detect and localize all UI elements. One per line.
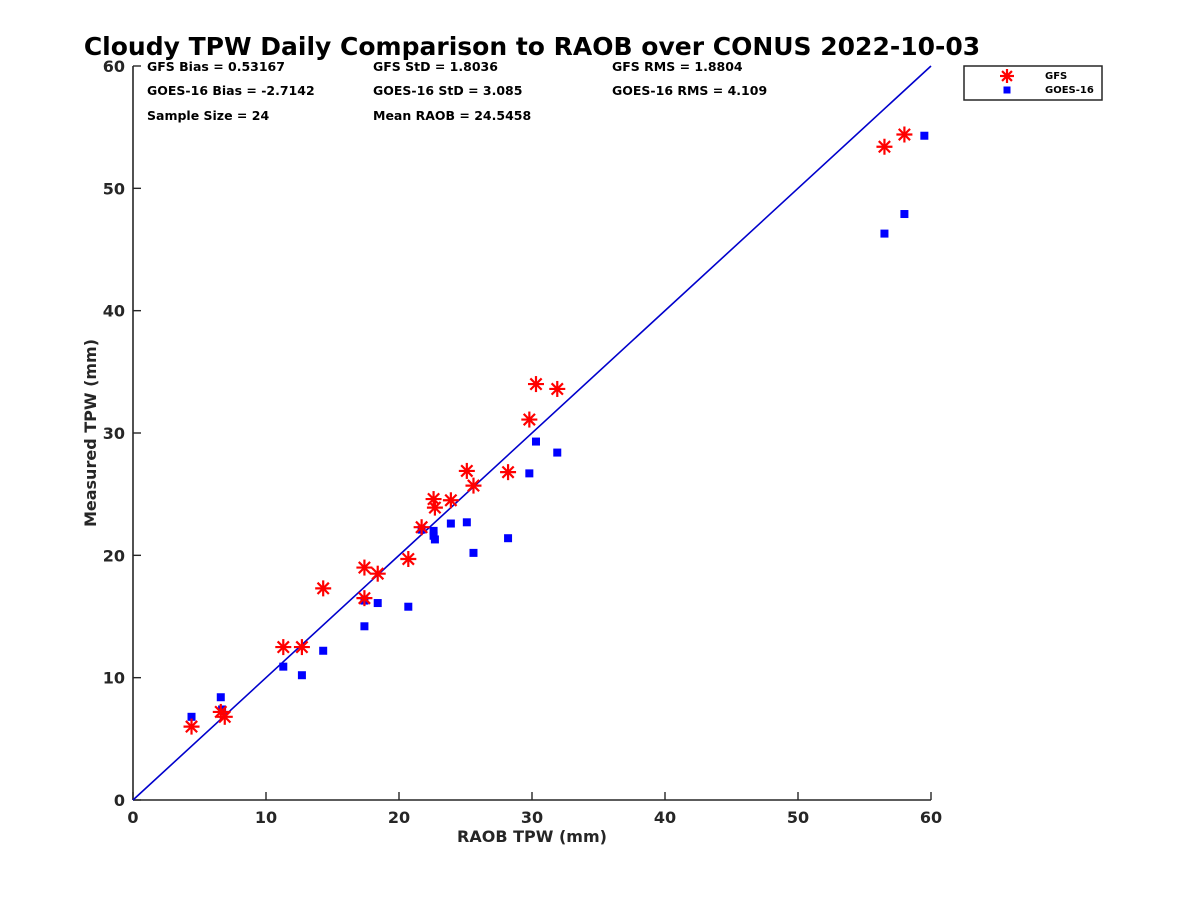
- gfs-point: [216, 708, 233, 725]
- x-tick-label: 10: [255, 808, 277, 827]
- axes: 0 10 20 30 40 50 60 0 10 20 30 40 50 60: [103, 57, 942, 827]
- gfs-point: [400, 551, 417, 568]
- one-to-one-line: [132, 65, 932, 801]
- y-tick-label: 10: [103, 669, 125, 688]
- goes16-point: [504, 534, 513, 543]
- gfs-point: [356, 590, 373, 607]
- stat-gfs-rms: GFS RMS = 1.8804: [612, 59, 743, 74]
- stat-gfs-std: GFS StD = 1.8036: [373, 59, 498, 74]
- gfs-point: [183, 718, 200, 735]
- stat-gfs-bias: GFS Bias = 0.53167: [147, 59, 285, 74]
- y-tick-label: 0: [114, 791, 125, 810]
- goes16-point: [360, 622, 369, 631]
- goes16-point: [553, 448, 562, 457]
- gfs-point: [356, 559, 373, 576]
- goes16-point: [469, 548, 478, 557]
- y-tick-label: 50: [103, 179, 125, 198]
- goes16-point: [920, 131, 929, 140]
- goes16-point: [216, 693, 225, 702]
- goes16-point: [279, 662, 288, 671]
- goes16-point: [319, 646, 328, 655]
- goes16-point: [900, 210, 909, 219]
- x-axis-label: RAOB TPW (mm): [457, 827, 607, 846]
- goes16-point: [525, 469, 534, 478]
- goes16-point: [880, 229, 889, 238]
- goes16-point: [462, 518, 471, 527]
- gfs-point: [527, 376, 544, 393]
- y-tick-label: 40: [103, 302, 125, 321]
- gfs-point: [876, 138, 893, 155]
- goes16-point: [297, 671, 306, 680]
- goes16-point: [404, 602, 413, 611]
- x-tick-label: 50: [787, 808, 809, 827]
- goes16-point: [373, 599, 382, 608]
- goes16-point: [531, 437, 540, 446]
- gfs-point: [369, 565, 386, 582]
- legend-goes-marker: [1003, 86, 1011, 94]
- gfs-point: [521, 411, 538, 428]
- gfs-point: [500, 464, 517, 481]
- stat-sample-size: Sample Size = 24: [147, 108, 269, 123]
- chart-title: Cloudy TPW Daily Comparison to RAOB over…: [84, 32, 980, 61]
- stat-goes-rms: GOES-16 RMS = 4.109: [612, 83, 767, 98]
- goes16-point: [430, 535, 439, 544]
- x-tick-label: 30: [521, 808, 543, 827]
- y-axis-label: Measured TPW (mm): [81, 339, 100, 527]
- legend-gfs-marker: [1000, 69, 1014, 83]
- legend-gfs-asterisk: [1000, 69, 1014, 83]
- stat-goes-std: GOES-16 StD = 3.085: [373, 83, 522, 98]
- goes16-point: [429, 526, 438, 535]
- gfs-point: [413, 519, 430, 536]
- x-tick-label: 0: [127, 808, 138, 827]
- gfs-point: [293, 639, 310, 656]
- goes16-point: [187, 712, 196, 721]
- data-points: [183, 126, 929, 735]
- y-tick-label: 20: [103, 546, 125, 565]
- stat-goes-bias: GOES-16 Bias = -2.7142: [147, 83, 315, 98]
- legend-goes-label: GOES-16: [1045, 85, 1094, 96]
- gfs-point: [458, 462, 475, 479]
- one-to-one-line-group: [132, 65, 932, 801]
- gfs-point: [442, 492, 459, 509]
- x-tick-label: 40: [654, 808, 676, 827]
- x-tick-label: 60: [920, 808, 942, 827]
- stat-mean-raob: Mean RAOB = 24.5458: [373, 108, 531, 123]
- gfs-point: [549, 380, 566, 397]
- gfs-point: [426, 499, 443, 516]
- goes16-point: [446, 519, 455, 528]
- legend: GFS GOES-16: [963, 65, 1103, 101]
- y-tick-label: 30: [103, 424, 125, 443]
- gfs-point: [275, 639, 292, 656]
- legend-box: [963, 65, 1103, 101]
- y-tick-label: 60: [103, 57, 125, 76]
- gfs-point: [465, 477, 482, 494]
- statistics-block: GFS Bias = 0.53167 GFS StD = 1.8036 GFS …: [147, 59, 767, 123]
- legend-gfs-label: GFS: [1045, 71, 1067, 82]
- gfs-point: [315, 580, 332, 597]
- gfs-point: [896, 126, 913, 143]
- x-tick-label: 20: [388, 808, 410, 827]
